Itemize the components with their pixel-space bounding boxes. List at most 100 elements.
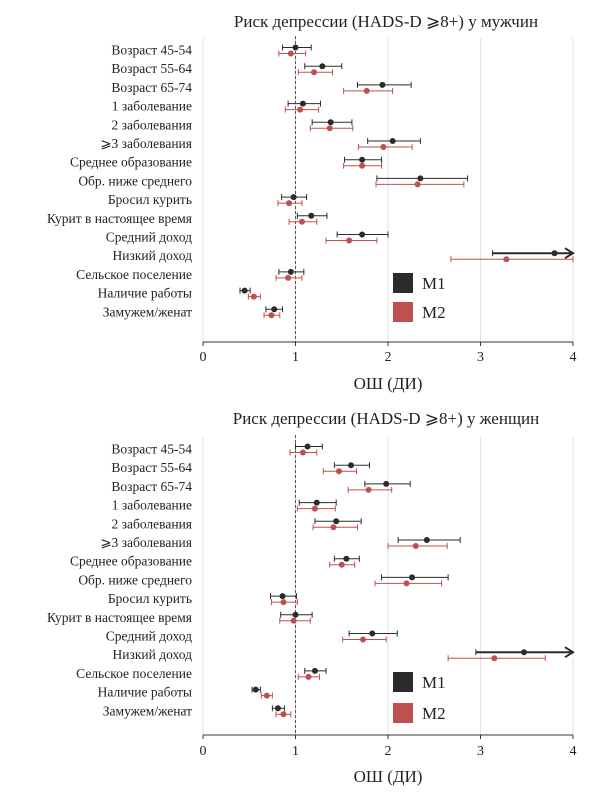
m2-point	[263, 692, 270, 699]
m2-point	[503, 256, 510, 263]
category-label: Среднее образование	[70, 155, 192, 170]
category-label: Обр. ниже среднего	[78, 572, 192, 587]
m1-point	[290, 194, 297, 201]
category-label: Средний доход	[106, 230, 192, 245]
m1-point	[333, 518, 340, 525]
category-label: 1 заболевание	[112, 99, 192, 114]
x-tick-label: 4	[570, 744, 577, 759]
category-label: Возраст 55-64	[111, 61, 192, 76]
x-axis-label: ОШ (ДИ)	[354, 374, 423, 393]
m2-point	[287, 50, 294, 57]
m1-point	[292, 44, 299, 51]
x-tick-label: 2	[385, 744, 392, 759]
x-tick-label: 3	[477, 744, 484, 759]
chart-title: Риск депрессии (HADS-D ⩾8+) у мужчин	[234, 12, 538, 31]
category-label: 2 заболевания	[112, 117, 192, 132]
m2-point	[298, 218, 305, 225]
m2-point	[365, 486, 372, 493]
m2-point	[297, 106, 304, 113]
category-label: Курит в настоящее время	[47, 610, 192, 625]
m2-point	[250, 293, 257, 300]
m1-ci-arrow	[564, 646, 575, 659]
legend-swatch-m1	[393, 672, 413, 692]
legend-label-m2: M2	[422, 704, 446, 723]
category-label: Возраст 65-74	[111, 479, 192, 494]
m1-point	[311, 667, 318, 674]
category-label: Бросил курить	[108, 591, 192, 606]
m1-point	[319, 63, 326, 70]
m1-point	[279, 593, 286, 600]
m2-point	[290, 617, 297, 624]
category-label: Бросил курить	[108, 192, 192, 207]
m2-point	[305, 673, 312, 680]
m2-point	[311, 69, 317, 76]
m2-point	[330, 524, 337, 531]
m1-point	[271, 306, 278, 313]
category-label: Возраст 45-54	[111, 442, 192, 457]
x-tick-label: 1	[292, 744, 299, 759]
x-tick-label: 4	[570, 350, 577, 365]
legend-label-m1: M1	[422, 673, 446, 692]
m2-point	[268, 312, 275, 319]
category-label: Среднее образование	[70, 554, 192, 569]
category-label: ⩾3 заболевания	[100, 136, 192, 151]
m1-point	[369, 630, 376, 637]
category-label: Сельское поселение	[76, 666, 192, 681]
m1-point	[551, 250, 558, 257]
m1-point	[241, 287, 248, 294]
m1-point	[252, 686, 259, 693]
category-label: 2 заболевания	[112, 516, 192, 531]
m2-point	[311, 505, 318, 512]
category-label: Низкий доход	[113, 248, 193, 263]
m2-point	[363, 87, 370, 94]
m2-point	[360, 636, 367, 643]
category-label: Возраст 65-74	[111, 80, 192, 95]
x-tick-label: 3	[477, 350, 484, 365]
legend-label-m1: M1	[422, 274, 446, 293]
m2-point	[285, 274, 292, 281]
x-axis-label: ОШ (ДИ)	[354, 767, 423, 786]
m2-point	[335, 468, 342, 475]
m2-point	[403, 580, 410, 587]
m1-point	[423, 537, 430, 543]
category-label: ⩾3 заболевания	[100, 535, 192, 550]
category-label: Возраст 45-54	[111, 43, 192, 58]
category-label: Сельское поселение	[76, 267, 192, 282]
legend-swatch-m2	[393, 302, 413, 322]
x-tick-label: 2	[385, 350, 392, 365]
m1-point	[520, 649, 527, 656]
m2-point	[346, 237, 353, 244]
legend-label-m2: M2	[422, 303, 446, 322]
m2-point	[414, 181, 421, 188]
m1-point	[383, 480, 390, 487]
m2-point	[286, 200, 293, 207]
m2-point	[280, 711, 287, 718]
m2-point	[338, 561, 345, 568]
m2-point	[491, 655, 498, 662]
m1-point	[348, 462, 354, 469]
category-label: Наличие работы	[98, 685, 192, 700]
m1-point	[313, 499, 320, 506]
m2-point	[412, 543, 419, 549]
x-tick-label: 0	[200, 350, 207, 365]
category-label: Возраст 55-64	[111, 460, 192, 475]
m1-point	[417, 175, 424, 182]
chart-title: Риск депрессии (HADS-D ⩾8+) у женщин	[233, 409, 539, 428]
m1-point	[359, 156, 366, 163]
x-tick-label: 0	[200, 744, 207, 759]
m1-point	[409, 574, 416, 581]
m1-point	[274, 705, 281, 712]
category-label: Замужем/женат	[103, 703, 192, 718]
category-label: Курит в настоящее время	[47, 211, 192, 226]
m2-point	[280, 599, 287, 606]
forest-panel-2: Риск депрессии (HADS-D ⩾8+) у женщин 0 1 2 3…	[47, 409, 577, 786]
m1-point	[304, 443, 311, 450]
m1-point	[327, 119, 334, 126]
m2-point	[359, 162, 366, 169]
forest-panel-1: Риск депрессии (HADS-D ⩾8+) у мужчин 0 1 2 3…	[47, 12, 577, 393]
m1-point	[287, 268, 294, 275]
m2-point	[299, 449, 306, 456]
m1-point	[308, 212, 315, 219]
category-label: Низкий доход	[113, 647, 193, 662]
